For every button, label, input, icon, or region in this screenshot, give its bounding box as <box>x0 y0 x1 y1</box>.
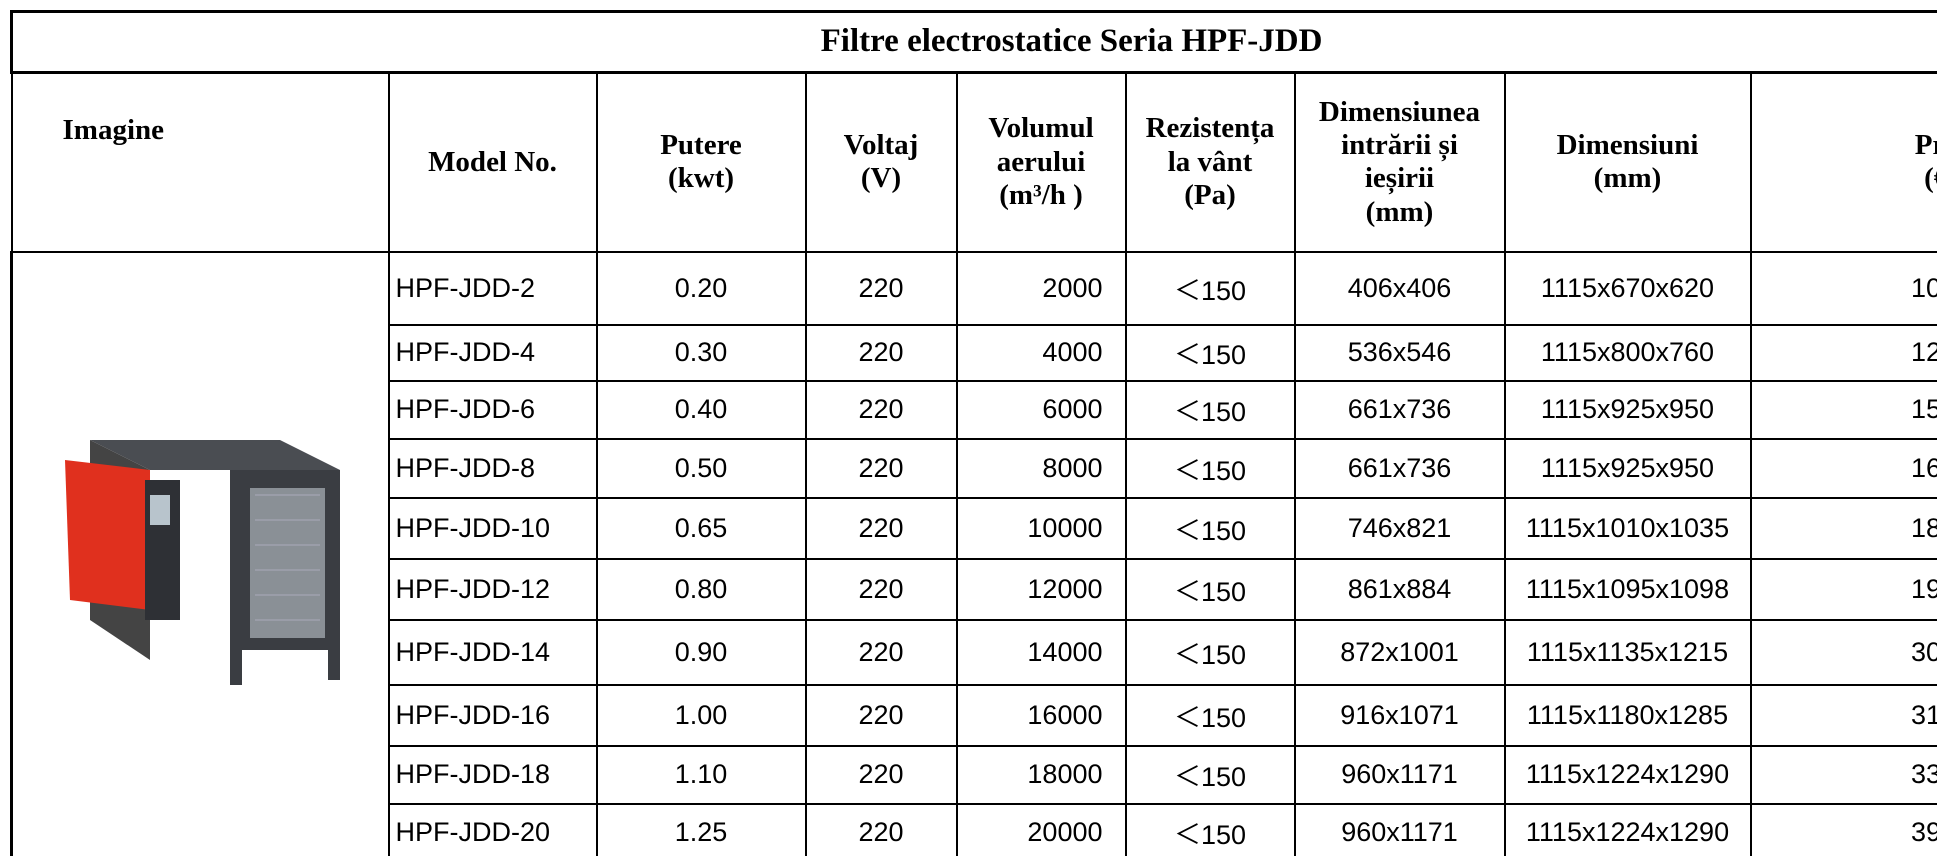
table-cell: 16000 <box>957 685 1126 746</box>
table-cell: 220 <box>806 804 957 856</box>
table-cell: 220 <box>806 439 957 498</box>
table-cell: 960x1171 <box>1295 804 1505 856</box>
table-cell: 3951 <box>1751 804 1937 856</box>
table-cell: HPF-JDD-2 <box>389 252 597 325</box>
table-cell: 1.25 <box>597 804 806 856</box>
table-cell: 3366 <box>1751 746 1937 804</box>
page: Filtre electrostatice Seria HPF-JDD Imag… <box>0 0 1937 856</box>
table-cell: 861x884 <box>1295 559 1505 620</box>
table-cell: HPF-JDD-4 <box>389 325 597 381</box>
table-cell: ＜150 <box>1126 252 1295 325</box>
table-cell: 1053 <box>1751 252 1937 325</box>
table-cell: HPF-JDD-14 <box>389 620 597 685</box>
table-cell: 20000 <box>957 804 1126 856</box>
product-image <box>50 400 350 700</box>
column-header: Dimensiunea intrării și ieșirii (mm) <box>1295 73 1505 252</box>
table-cell: 1115x1095x1098 <box>1505 559 1751 620</box>
table-title: Filtre electrostatice Seria HPF-JDD <box>12 12 1937 73</box>
table-cell: HPF-JDD-10 <box>389 498 597 559</box>
table-cell: 0.80 <box>597 559 806 620</box>
table-cell: 960x1171 <box>1295 746 1505 804</box>
table-cell: 12000 <box>957 559 1126 620</box>
table-cell: 1115x670x620 <box>1505 252 1751 325</box>
column-header: Preț (€) <box>1751 73 1937 252</box>
table-cell: 10000 <box>957 498 1126 559</box>
table-cell: 220 <box>806 620 957 685</box>
table-cell: ＜150 <box>1126 685 1295 746</box>
table-cell: 3002 <box>1751 620 1937 685</box>
table-cell: 14000 <box>957 620 1126 685</box>
column-header: Voltaj (V) <box>806 73 957 252</box>
table-cell: 220 <box>806 746 957 804</box>
table-cell: 18000 <box>957 746 1126 804</box>
table-cell: 1115x1224x1290 <box>1505 804 1751 856</box>
table-cell: ＜150 <box>1126 498 1295 559</box>
table-cell: 8000 <box>957 439 1126 498</box>
table-cell: 1688 <box>1751 439 1937 498</box>
table-cell: 0.50 <box>597 439 806 498</box>
table-cell: ＜150 <box>1126 325 1295 381</box>
table-cell: 1115x1135x1215 <box>1505 620 1751 685</box>
table-cell: 220 <box>806 381 957 439</box>
table-cell: HPF-JDD-20 <box>389 804 597 856</box>
table-cell: 1115x1180x1285 <box>1505 685 1751 746</box>
table-cell: 1115x800x760 <box>1505 325 1751 381</box>
table-cell: 0.90 <box>597 620 806 685</box>
table-cell: ＜150 <box>1126 559 1295 620</box>
table-cell: HPF-JDD-16 <box>389 685 597 746</box>
table-cell: 220 <box>806 559 957 620</box>
table-cell: HPF-JDD-12 <box>389 559 597 620</box>
table-cell: 1115x1224x1290 <box>1505 746 1751 804</box>
column-header: Volumul aerului (m³/h ) <box>957 73 1126 252</box>
table-cell: 220 <box>806 685 957 746</box>
table-cell: ＜150 <box>1126 439 1295 498</box>
table-cell: HPF-JDD-6 <box>389 381 597 439</box>
table-cell: ＜150 <box>1126 804 1295 856</box>
table-cell: 0.40 <box>597 381 806 439</box>
table-cell: 406x406 <box>1295 252 1505 325</box>
table-cell: 1958 <box>1751 559 1937 620</box>
column-header: Putere (kwt) <box>597 73 806 252</box>
column-header: Dimensiuni (mm) <box>1505 73 1751 252</box>
table-cell: 1845 <box>1751 498 1937 559</box>
table-cell: 220 <box>806 498 957 559</box>
table-cell: 3173 <box>1751 685 1937 746</box>
table-cell: 916x1071 <box>1295 685 1505 746</box>
column-header: Imagine <box>12 73 389 252</box>
table-cell: 6000 <box>957 381 1126 439</box>
table-cell: 2000 <box>957 252 1126 325</box>
table-cell: 1247 <box>1751 325 1937 381</box>
column-header: Rezistența la vânt (Pa) <box>1126 73 1295 252</box>
table-cell: 1.10 <box>597 746 806 804</box>
table-cell: 1115x925x950 <box>1505 381 1751 439</box>
table-cell: HPF-JDD-18 <box>389 746 597 804</box>
column-header: Model No. <box>389 73 597 252</box>
table-cell: 1115x1010x1035 <box>1505 498 1751 559</box>
table-cell: 0.65 <box>597 498 806 559</box>
table-cell: 746x821 <box>1295 498 1505 559</box>
table-cell: HPF-JDD-8 <box>389 439 597 498</box>
table-cell: 0.20 <box>597 252 806 325</box>
table-cell: ＜150 <box>1126 620 1295 685</box>
table-cell: 661x736 <box>1295 439 1505 498</box>
table-cell: 661x736 <box>1295 381 1505 439</box>
table-cell: 1115x925x950 <box>1505 439 1751 498</box>
table-cell: 536x546 <box>1295 325 1505 381</box>
table-cell: 0.30 <box>597 325 806 381</box>
table-cell: 1.00 <box>597 685 806 746</box>
table-cell: 4000 <box>957 325 1126 381</box>
table-cell: ＜150 <box>1126 746 1295 804</box>
table-cell: 1557 <box>1751 381 1937 439</box>
table-cell: 872x1001 <box>1295 620 1505 685</box>
table-cell: 220 <box>806 325 957 381</box>
table-cell: ＜150 <box>1126 381 1295 439</box>
table-cell: 220 <box>806 252 957 325</box>
